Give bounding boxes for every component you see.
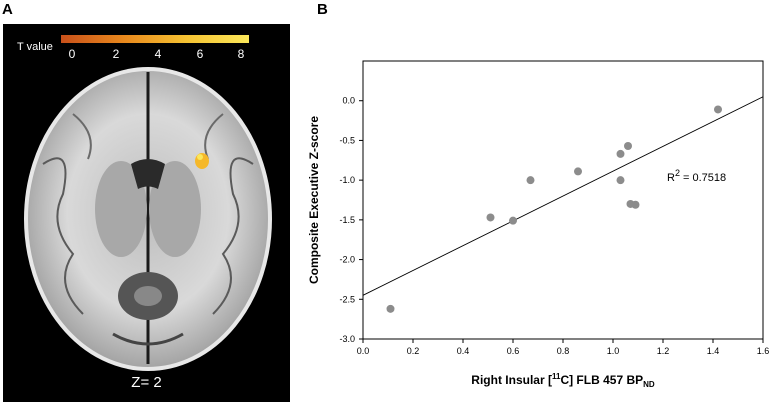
y-tick-label: -0.5 xyxy=(339,135,355,145)
colorbar-tick: 2 xyxy=(112,47,120,61)
right-basal-ganglia xyxy=(149,161,201,257)
x-tick-label: 1.2 xyxy=(657,346,670,356)
data-point xyxy=(631,200,640,209)
colorbar-tick: 4 xyxy=(154,47,162,61)
x-tick-label: 0.4 xyxy=(457,346,470,356)
y-axis-label: Composite Executive Z-score xyxy=(307,116,321,284)
data-point xyxy=(386,304,395,313)
x-axis-label: Right Insular [11C] FLB 457 BPND xyxy=(471,372,655,389)
y-tick-label: -3.0 xyxy=(339,334,355,344)
x-tick-label: 1.4 xyxy=(707,346,720,356)
colorbar-tick: 8 xyxy=(237,47,245,61)
slice-label: Z= 2 xyxy=(131,374,162,391)
data-point xyxy=(486,213,495,222)
scatter-plot: 0.0 0.2 0.4 0.6 0.8 1.0 1.2 1.4 1.6 0.0 -0.5 -1.0 -1… xyxy=(307,60,770,389)
colorbar-tick: 0 xyxy=(68,47,76,61)
ventricles xyxy=(131,159,165,189)
x-tick-label: 0.6 xyxy=(507,346,520,356)
data-point xyxy=(509,216,517,225)
x-tick-label: 0.0 xyxy=(357,346,370,356)
colorbar-title: T value xyxy=(17,41,53,53)
data-point xyxy=(616,176,625,185)
left-basal-ganglia xyxy=(95,161,147,257)
colorbar-tick: 6 xyxy=(196,47,204,61)
plot-frame xyxy=(362,60,764,340)
t-value-colorbar xyxy=(61,35,249,43)
panel-a-label: A xyxy=(2,1,13,18)
x-tick-label: 1.6 xyxy=(757,346,770,356)
y-tick-label: 0.0 xyxy=(342,96,355,106)
y-tick-label: -2.0 xyxy=(339,255,355,265)
data-point xyxy=(526,176,535,185)
data-point xyxy=(624,141,632,150)
data-point xyxy=(574,167,582,176)
x-tick-label: 1.0 xyxy=(607,346,620,356)
y-tick-label: -2.5 xyxy=(339,294,355,304)
data-point xyxy=(714,105,722,114)
regression-line xyxy=(362,96,764,296)
x-tick-label: 0.2 xyxy=(407,346,420,356)
y-tick-label: -1.0 xyxy=(339,175,355,185)
data-point xyxy=(616,149,625,158)
brain-mri-panel: T value 0 2 4 6 8 Z= 2 xyxy=(3,24,290,402)
x-tick-label: 0.8 xyxy=(557,346,570,356)
y-tick-label: -1.5 xyxy=(339,215,355,225)
panel-b-label: B xyxy=(317,1,328,18)
brain-slice-image xyxy=(24,67,272,371)
r-squared-label: R2 = 0.7518 xyxy=(667,168,726,184)
